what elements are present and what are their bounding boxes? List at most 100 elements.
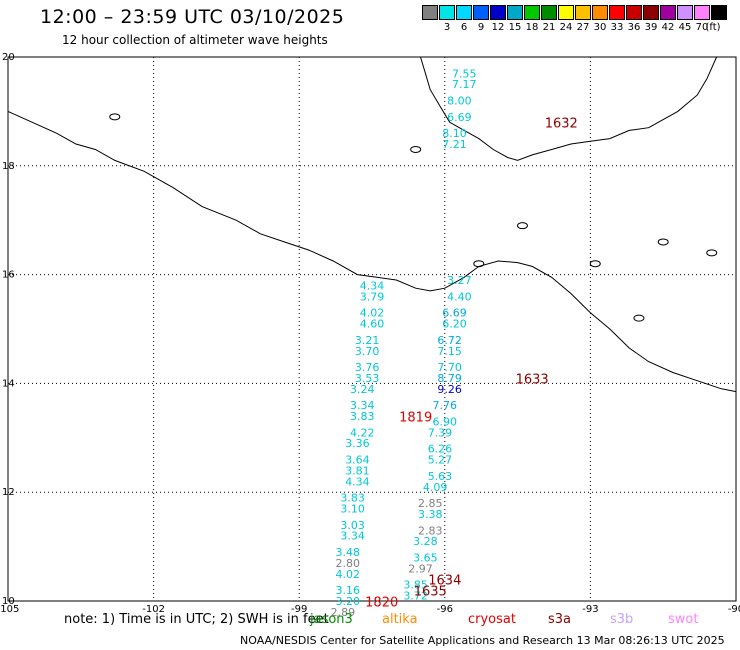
longitude-tick-label: -99 <box>291 604 307 615</box>
wave-height-value: 4.34 <box>345 475 370 488</box>
color-swatch <box>694 5 710 20</box>
wave-height-value: 4.40 <box>447 290 472 303</box>
wave-height-value: 4.34 <box>360 279 385 292</box>
map-frame <box>7 56 737 602</box>
color-swatch <box>422 5 438 20</box>
color-scale-label: 36 <box>627 22 641 33</box>
color-scale-label: 24 <box>559 22 573 33</box>
map-subtitle: 12 hour collection of altimeter wave hei… <box>62 33 328 47</box>
wave-height-value: 6.90 <box>433 415 458 428</box>
wave-height-value: 5.63 <box>428 470 453 483</box>
color-swatch <box>592 5 608 20</box>
color-swatch <box>473 5 489 20</box>
wave-height-value: 7.76 <box>433 399 458 412</box>
latitude-tick-label: 20 <box>2 52 15 63</box>
wave-height-value: 3.34 <box>340 530 365 543</box>
track-time-label: 1634 <box>428 574 461 589</box>
lake-outline <box>657 238 669 246</box>
wave-height-value: 4.22 <box>350 426 375 439</box>
lake-outline <box>706 249 718 257</box>
satellite-label: s3b <box>610 612 634 627</box>
wave-height-value: 3.34 <box>350 399 375 412</box>
color-swatch <box>575 5 591 20</box>
wave-height-value: 6.26 <box>428 443 453 456</box>
wave-height-value: 7.39 <box>428 426 453 439</box>
longitude-tick-label: -102 <box>142 604 165 615</box>
wave-height-value: 2.85 <box>418 497 443 510</box>
satellite-label: swot <box>668 612 699 627</box>
wave-height-value: 3.53 <box>355 372 380 385</box>
wave-height-value: 6.69 <box>442 307 467 320</box>
lake-outline <box>516 222 528 230</box>
color-swatch <box>558 5 574 20</box>
latitude-tick-label: 10 <box>2 596 15 607</box>
latitude-tick-label: 16 <box>2 270 15 281</box>
longitude-tick-label: -90 <box>728 604 740 615</box>
wave-height-value: 8.00 <box>447 95 472 108</box>
wave-height-value: 3.03 <box>340 519 365 532</box>
wave-height-value: 3.16 <box>335 584 360 597</box>
lake-outline <box>633 314 645 322</box>
wave-height-value: 3.83 <box>340 492 365 505</box>
wave-height-value: 4.60 <box>360 318 385 331</box>
satellite-label: cryosat <box>468 612 516 627</box>
lake-outline <box>589 260 601 268</box>
track-time-label: 1633 <box>516 372 549 387</box>
wave-height-value: 3.76 <box>355 361 380 374</box>
color-swatch <box>609 5 625 20</box>
wave-height-value: 3.83 <box>350 410 375 423</box>
track-time-label: 1820 <box>365 595 398 610</box>
wave-height-value: 3.64 <box>345 454 370 467</box>
wave-height-value: 3.36 <box>345 437 370 450</box>
color-scale-label: 21 <box>542 22 556 33</box>
wave-height-value: 2.89 <box>331 606 356 619</box>
longitude-tick-label: -96 <box>437 604 453 615</box>
track-time-label: 1819 <box>399 410 432 425</box>
color-scale-unit: (ft) <box>705 22 721 33</box>
longitude-tick-label: -93 <box>582 604 598 615</box>
wave-height-value: 8.79 <box>437 372 462 385</box>
lake-outline <box>473 260 485 268</box>
wave-height-value: 3.28 <box>413 535 438 548</box>
color-scale-label: 9 <box>477 22 485 33</box>
color-swatch <box>711 5 727 20</box>
wave-height-value: 7.55 <box>452 67 477 80</box>
wave-height-value: 3.38 <box>418 508 443 521</box>
wave-height-value: 2.97 <box>408 562 433 575</box>
map-title: 12:00 – 23:59 UTC 03/10/2025 <box>40 6 345 28</box>
color-swatch <box>507 5 523 20</box>
track-time-label: 1635 <box>414 585 447 600</box>
longitude-tick-label: -105 <box>0 604 19 615</box>
color-scale-label: 33 <box>610 22 624 33</box>
color-scale-label: 18 <box>525 22 539 33</box>
wave-height-value: 4.02 <box>360 307 385 320</box>
gulf-coastline <box>420 56 718 161</box>
color-swatch <box>660 5 676 20</box>
color-scale-label: 27 <box>576 22 590 33</box>
wave-height-value: 4.09 <box>423 481 448 494</box>
wave-height-value: 3.72 <box>403 590 428 603</box>
wave-height-value: 7.70 <box>437 361 462 374</box>
lake-outline <box>410 145 422 153</box>
color-swatch <box>541 5 557 20</box>
wave-height-value: 4.02 <box>335 568 360 581</box>
pacific-coastline <box>7 110 737 393</box>
satellite-label: s3a <box>548 612 572 627</box>
footer-credit: NOAA/NESDIS Center for Satellite Applica… <box>240 634 725 647</box>
color-scale-label: 6 <box>460 22 468 33</box>
wave-height-value: 8.10 <box>442 127 467 140</box>
color-scale-label: 12 <box>491 22 505 33</box>
lake-outline <box>109 113 121 121</box>
wave-height-value: 7.17 <box>452 78 477 91</box>
wave-height-value: 2.83 <box>418 524 443 537</box>
wave-height-value: 3.27 <box>447 274 472 287</box>
color-scale-label: 39 <box>644 22 658 33</box>
wave-height-value: 3.79 <box>360 290 385 303</box>
wave-height-value: 3.81 <box>345 464 370 477</box>
wave-height-value: 2.80 <box>335 557 360 570</box>
wave-height-value: 6.69 <box>447 111 472 124</box>
wave-height-value: 3.70 <box>355 345 380 358</box>
wave-height-value: 5.27 <box>428 454 453 467</box>
color-swatch <box>456 5 472 20</box>
